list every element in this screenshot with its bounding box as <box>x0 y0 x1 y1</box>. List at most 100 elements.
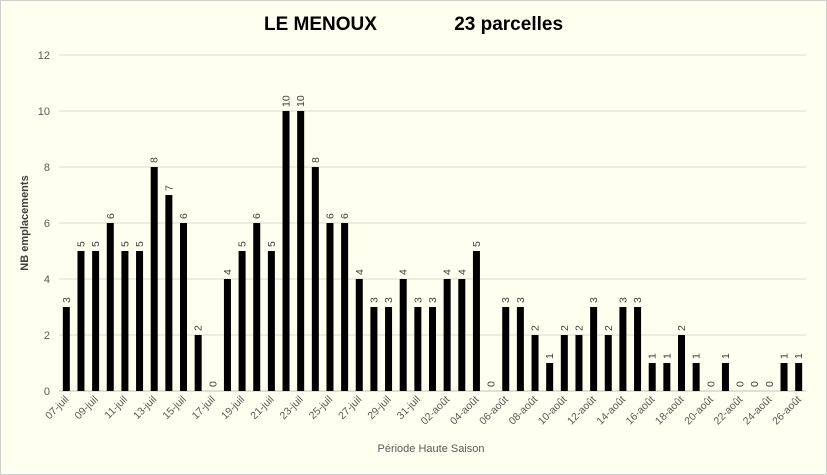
data-label: 3 <box>412 297 424 303</box>
data-label: 6 <box>105 213 117 219</box>
bar <box>238 251 246 391</box>
data-label: 5 <box>75 241 87 247</box>
x-tick-label: 23-juil <box>278 394 306 422</box>
x-axis-ticks: 07-juil 09-juil 11-juil 13-juil 15-juil 17-ju… <box>43 394 804 428</box>
data-label: 4 <box>222 269 234 275</box>
data-label: 2 <box>559 325 571 331</box>
x-tick-label: 19-juil <box>219 394 247 422</box>
bar <box>795 363 803 391</box>
y-axis-title: NB emplacements <box>19 175 31 270</box>
x-tick-label: 08-août <box>506 394 540 428</box>
data-label: 0 <box>735 381 747 387</box>
x-tick-label: 15-juil <box>160 394 188 422</box>
data-label: 3 <box>632 297 644 303</box>
data-label: 3 <box>617 297 629 303</box>
bar <box>311 167 319 391</box>
data-label: 8 <box>149 157 161 163</box>
y-tick-label: 6 <box>44 218 50 230</box>
bar <box>663 363 671 391</box>
chart-title-main: LE MENOUX <box>263 14 377 35</box>
data-label: 5 <box>90 241 102 247</box>
data-label: 0 <box>207 381 219 387</box>
x-tick-label: 16-août <box>624 394 658 428</box>
data-label: 5 <box>134 241 146 247</box>
data-label: 1 <box>647 353 659 359</box>
x-tick-label: 02-août <box>419 394 453 428</box>
x-axis-title: Période Haute Saison <box>377 443 484 455</box>
x-tick-label: 11-juil <box>102 394 130 422</box>
bar <box>370 307 378 391</box>
data-label: 7 <box>163 185 175 191</box>
data-label: 0 <box>486 381 498 387</box>
bar <box>180 223 187 391</box>
data-label: 1 <box>779 353 791 359</box>
x-tick-label: 22-août <box>712 394 746 428</box>
data-label: 4 <box>354 269 366 275</box>
data-label: 3 <box>588 297 600 303</box>
data-label: 10 <box>281 95 293 107</box>
bar <box>516 307 524 391</box>
bars <box>62 111 803 391</box>
y-tick-label: 8 <box>44 162 50 174</box>
bar <box>780 363 788 391</box>
bar <box>678 335 685 391</box>
data-label: 0 <box>764 381 776 387</box>
data-label: 3 <box>368 297 380 303</box>
data-label: 4 <box>442 269 454 275</box>
bar <box>472 251 480 391</box>
data-label: 3 <box>61 297 73 303</box>
bar <box>634 307 642 391</box>
bar <box>121 251 129 391</box>
data-label: 5 <box>266 241 278 247</box>
x-tick-label: 04-août <box>448 394 482 428</box>
chart-title: LE MENOUX 23 parcelles <box>1 14 826 36</box>
data-label: 8 <box>310 157 322 163</box>
bar <box>458 279 466 391</box>
x-tick-label: 14-août <box>594 394 628 428</box>
bar <box>619 307 627 391</box>
data-label: 1 <box>793 353 805 359</box>
bar <box>341 223 349 391</box>
x-tick-label: 26-août <box>770 394 804 428</box>
data-label: 2 <box>603 325 615 331</box>
bar <box>165 195 173 391</box>
data-label: 0 <box>749 381 761 387</box>
bar <box>253 223 261 391</box>
y-tick-label: 10 <box>38 106 50 118</box>
data-label: 6 <box>251 213 263 219</box>
bar <box>77 251 85 391</box>
bar <box>546 363 554 391</box>
bar <box>443 279 451 391</box>
data-label: 3 <box>427 297 439 303</box>
data-label: 2 <box>530 325 542 331</box>
data-label: 4 <box>456 269 468 275</box>
bar <box>355 279 363 391</box>
data-label: 6 <box>339 213 351 219</box>
bar <box>385 307 393 391</box>
data-label: 2 <box>676 325 688 331</box>
data-label: 3 <box>383 297 395 303</box>
bar <box>399 279 407 391</box>
data-label: 6 <box>178 213 190 219</box>
bar <box>282 111 290 391</box>
x-tick-label: 20-août <box>682 394 716 428</box>
y-tick-label: 0 <box>44 386 50 398</box>
y-tick-label: 4 <box>44 274 50 286</box>
bar <box>106 223 114 391</box>
x-tick-label: 21-juil <box>248 394 276 422</box>
bar <box>604 335 612 391</box>
y-tick-label: 12 <box>38 50 50 62</box>
data-label: 2 <box>573 325 585 331</box>
data-label: 3 <box>500 297 512 303</box>
data-label: 2 <box>193 325 205 331</box>
data-label: 1 <box>661 353 673 359</box>
bar <box>502 307 510 391</box>
chart-subtitle: 23 parcelles <box>454 14 564 35</box>
data-label: 3 <box>515 297 527 303</box>
bar <box>721 363 729 391</box>
x-tick-label: 06-août <box>477 394 511 428</box>
data-label: 5 <box>237 241 249 247</box>
x-tick-label: 24-août <box>741 394 775 428</box>
bar <box>136 251 144 391</box>
